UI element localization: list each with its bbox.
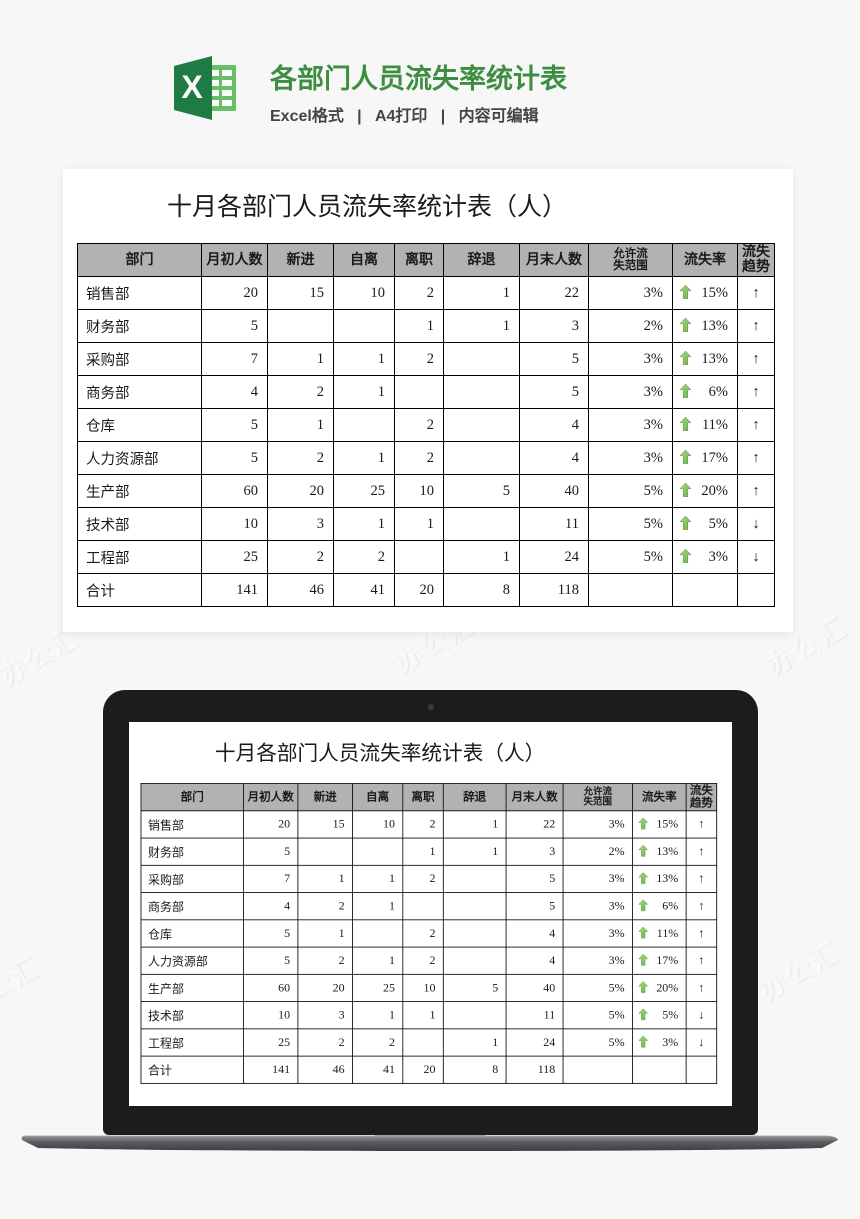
svg-text:X: X [181, 69, 203, 105]
